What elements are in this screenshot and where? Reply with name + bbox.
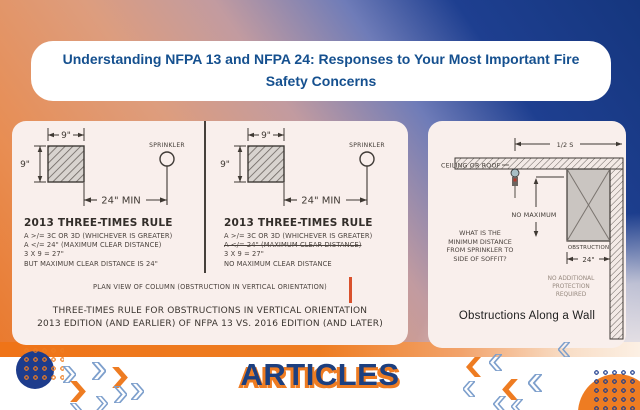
chevron-left-icon [511, 399, 523, 410]
chevron-right-icon [70, 403, 82, 410]
comparison-line: 2013 EDITION (AND EARLIER) OF NFPA 13 VS… [37, 318, 383, 329]
rule-lines: A >/= 3C OR 3D (WHICHEVER IS GREATER) A … [24, 232, 172, 269]
soffit-width-label: 24" [582, 256, 594, 264]
orange-dot-grid [22, 346, 64, 380]
height-dim-label: 9" [20, 160, 30, 170]
chevron-right-icon [70, 381, 86, 402]
chevron-right-icon [63, 366, 76, 383]
rule-line: A </= 24" (MAXIMUM CLEAR DISTANCE) [24, 241, 162, 250]
rule-line: 3 X 9 = 27" [224, 250, 264, 259]
chevron-right-icon [112, 367, 128, 388]
comparison-line: THREE-TIMES RULE FOR OBSTRUCTIONS IN VER… [52, 306, 368, 316]
wall-diagram-caption: Obstructions Along a Wall [458, 310, 596, 322]
ceiling-hatch [454, 157, 624, 170]
clear-distance-label: 24" MIN [101, 196, 141, 207]
plan-view-caption: PLAN VIEW OF COLUMN (OBSTRUCTION IN VERT… [93, 283, 327, 291]
chevron-left-icon [489, 354, 502, 371]
page-title: Understanding NFPA 13 and NFPA 24: Respo… [62, 51, 580, 89]
rule-line: NO MAXIMUM CLEAR DISTANCE [224, 259, 332, 268]
wall-obstruction-panel: 1/2 S CEILING OR ROOF NO MAXIMUM [428, 121, 626, 348]
articles-heading: ARTICLES [240, 357, 400, 392]
chevron-left-icon [528, 374, 542, 392]
three-times-rule-panel: 9" 9" SPRINKLER 24" MIN 2013 [12, 121, 408, 345]
ceiling-label: CEILING OR ROOF [441, 163, 501, 170]
rule-lines: A >/= 3C OR 3D (WHICHEVER IS GREATER) A … [224, 232, 372, 269]
chevron-right-icon [92, 362, 106, 380]
chevron-left-icon [466, 357, 481, 377]
rule-line: A >/= 3C OR 3D (WHICHEVER IS GREATER) [224, 232, 373, 240]
width-dim-label: 9" [61, 131, 71, 141]
question-text: WHAT IS THE MINIMUM DISTANCE FROM SPRINK… [446, 229, 514, 263]
chevron-left-icon [558, 342, 570, 357]
title-card: Understanding NFPA 13 and NFPA 24: Respo… [31, 41, 611, 101]
panel-divider-line [204, 121, 206, 273]
protection-note: NO ADDITIONAL PROTECTION REQUIRED [547, 276, 595, 298]
obstruction-box [566, 168, 611, 242]
sprinkler-head-icon [510, 168, 520, 198]
half-s-dim-label: 1/2 S [557, 141, 574, 149]
column-plan-drawing: 9" 9" SPRINKLER 24" MIN [220, 128, 385, 207]
chevron-right-icon [131, 383, 144, 400]
chevron-right-icon [114, 386, 127, 403]
chevron-left-icon [502, 379, 518, 400]
column-hatched-square [47, 145, 85, 183]
column-plan-diagram-2016: 9" 9" SPRINKLER 24" MIN 2013 THREE-TIMES… [212, 121, 404, 271]
sprinkler-label: SPRINKLER [149, 142, 185, 149]
column-hatched-square [247, 145, 285, 183]
rule-line: 3 X 9 = 27" [24, 250, 64, 259]
chevron-right-icon [96, 396, 108, 410]
wall-obstruction-drawing: 1/2 S CEILING OR ROOF NO MAXIMUM [441, 138, 624, 340]
width-dim-label: 9" [261, 131, 271, 141]
column-plan-diagram-2013: 9" 9" SPRINKLER 24" MIN 2013 [12, 121, 204, 271]
red-annotation-mark [349, 277, 352, 303]
chevron-left-icon [493, 396, 506, 410]
height-dim-label: 9" [220, 160, 230, 170]
no-maximum-label: NO MAXIMUM [511, 212, 556, 219]
comparison-caption: THREE-TIMES RULE FOR OBSTRUCTIONS IN VER… [12, 305, 408, 330]
chevron-left-icon [463, 381, 475, 397]
blue-dot-grid [592, 368, 638, 410]
clear-distance-label: 24" MIN [301, 196, 341, 207]
rule-heading: 2013 THREE-TIMES RULE [24, 217, 173, 229]
obstruction-label: OBSTRUCTION [568, 245, 609, 251]
sprinkler-label: SPRINKLER [349, 142, 385, 149]
sprinkler-icon [159, 151, 175, 167]
rule-line-struck: A </= 24" (MAXIMUM CLEAR DISTANCE) [224, 241, 362, 250]
column-plan-drawing: 9" 9" SPRINKLER 24" MIN [20, 128, 185, 207]
rule-line: BUT MAXIMUM CLEAR DISTANCE IS 24" [24, 259, 158, 268]
rule-heading: 2013 THREE-TIMES RULE [224, 217, 373, 229]
rule-line: A >/= 3C OR 3D (WHICHEVER IS GREATER) [24, 232, 173, 240]
sprinkler-icon [359, 151, 375, 167]
